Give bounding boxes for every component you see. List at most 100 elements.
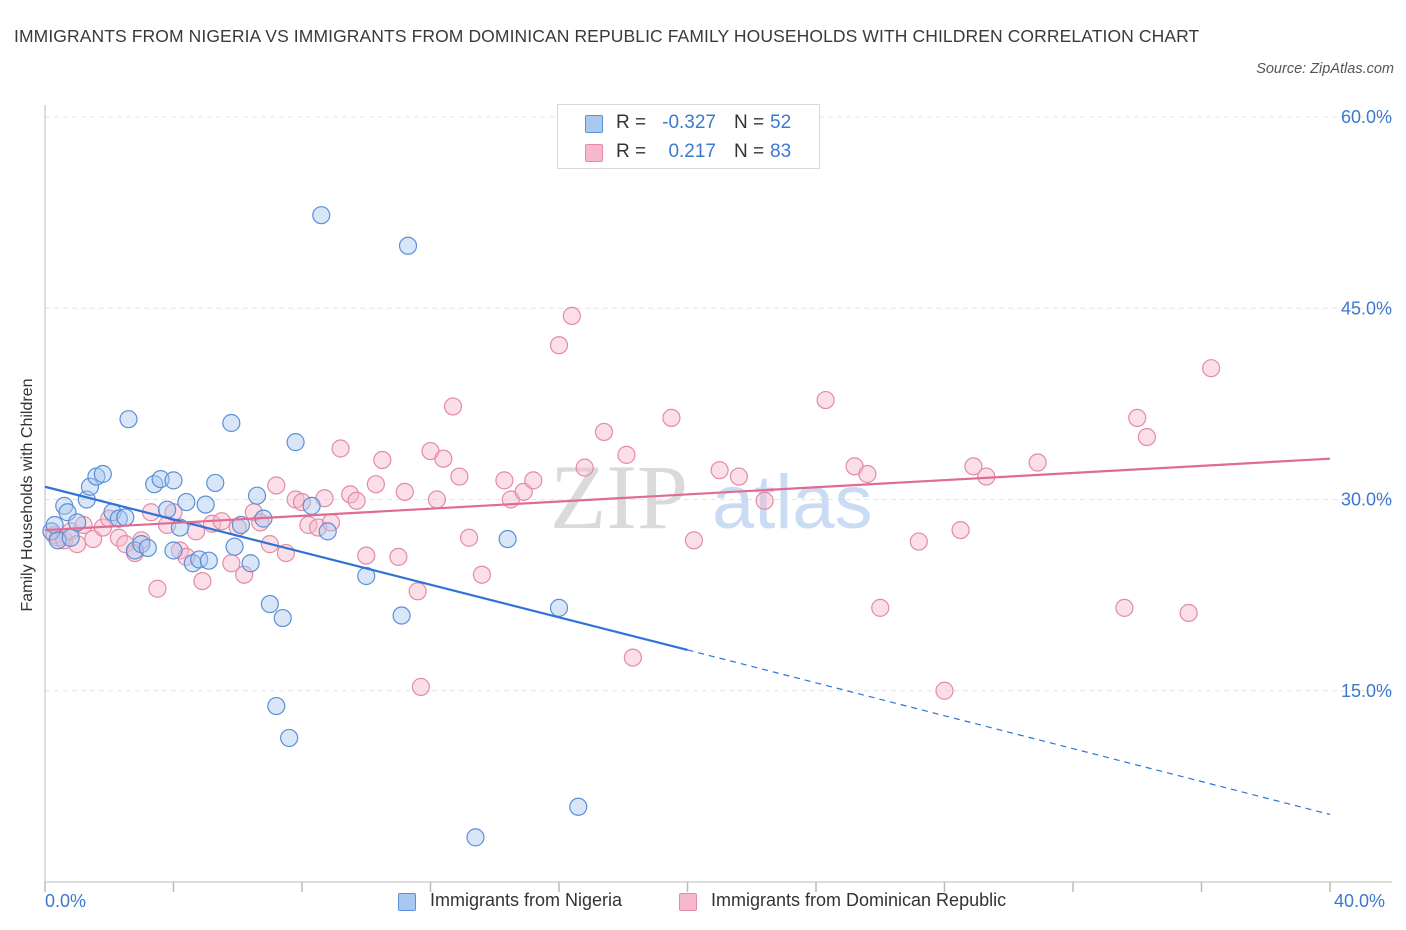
dominican-republic-point [427,490,447,509]
nigeria-point [398,236,418,255]
dominican-republic-point [235,565,254,584]
dominican-republic-point [909,532,928,551]
dominican-republic-point [935,681,954,700]
nigeria-trend-line-extrapolated [687,649,1331,816]
nigeria-point [225,537,244,556]
dominican-republic-point [373,450,392,470]
nigeria-point [151,470,170,489]
nigeria-point [260,594,279,614]
dominican-republic-point [1128,408,1147,427]
nigeria-point [116,508,135,527]
dominican-republic-point [623,648,642,667]
nigeria-point [498,529,517,549]
dominican-republic-point [411,677,430,697]
nigeria-point [109,509,128,528]
nigeria-point [93,464,112,484]
dominican-republic-point [495,471,514,490]
dominican-republic-point [434,449,453,468]
dominican-republic-point [148,579,167,598]
watermark-zip: ZIP [550,446,688,548]
dominican-republic-point [459,528,479,547]
dominican-republic-point [267,476,286,495]
dominican-republic-point [575,458,594,477]
dominican-republic-trend-line [44,457,1331,532]
y-tick-label: 45.0% [1341,298,1392,318]
nigeria-point [177,492,196,512]
y-tick-label: 30.0% [1341,490,1392,510]
nigeria-point [466,828,485,847]
dominican-republic-point [357,546,376,565]
dominican-republic-point [816,390,835,410]
dominican-republic-point [331,439,350,458]
nigeria-point [318,522,337,541]
y-tick-label: 15.0% [1341,681,1392,701]
nigeria-point [312,206,331,225]
nigeria-point [222,413,241,433]
bottom-legend-swatch-nigeria [398,893,416,911]
source-label: Source: ZipAtlas.com [1256,61,1394,77]
dominican-republic-point [389,547,408,566]
nigeria-point [80,477,100,496]
dominican-republic-point [964,457,983,476]
legend-r-label: R = [616,112,647,133]
dominican-republic-point [684,531,704,550]
nigeria-point [549,598,569,617]
nigeria-point [231,515,251,535]
legend-n-label: N = [734,141,765,162]
dominican-republic-point [193,571,212,591]
nigeria-point [302,496,321,515]
legend-r-value: -0.327 [662,112,716,133]
dominican-republic-point [1202,359,1221,378]
legend-row-nigeria: R = -0.327 N = 52 [558,110,819,138]
nigeria-point [164,471,183,490]
nigeria-point [241,554,260,573]
bottom-legend-label-dominican-republic: Immigrants from Dominican Republic [711,890,1007,910]
nigeria-point [206,473,225,493]
y-tick-label: 60.0% [1341,107,1392,127]
axes [44,105,1392,892]
nigeria-point [164,541,183,560]
dominican-republic-point [871,598,890,617]
dominican-republic-point [729,467,749,486]
dominican-republic-point [1115,598,1134,617]
x-axis-max-label: 40.0% [1334,891,1386,911]
dominican-republic-point [594,422,614,442]
legend-swatch-dominican-republic [585,144,603,162]
dominican-republic-point [408,582,427,601]
nigeria-trend-line [44,485,688,652]
dominican-republic-point [549,336,569,355]
dominican-republic-point [443,397,463,416]
legend-n-value: 83 [770,141,792,162]
chart-title: IMMIGRANTS FROM NIGERIA VS IMMIGRANTS FR… [14,26,1200,46]
legend-row-dominican-republic: R = 0.217 N = 83 [558,139,819,167]
dominican-republic-point [858,464,877,484]
dominican-republic-point [755,491,774,510]
nigeria-point [199,551,218,570]
nigeria-point [267,696,286,716]
legend-n-value: 52 [770,112,792,133]
nigeria-point [286,433,305,452]
nigeria-point [68,513,87,532]
dominican-republic-point [395,482,414,501]
dominican-republic-point [1028,453,1047,472]
bottom-legend-label-nigeria: Immigrants from Nigeria [430,890,623,910]
nigeria-point [569,797,588,816]
dominican-republic-point [472,565,491,584]
nigeria-point [280,728,299,748]
trend-lines [44,457,1331,816]
dominican-republic-point [617,445,636,464]
dominican-republic-point [347,491,366,510]
nigeria-point [138,538,157,558]
dominican-republic-point [524,471,543,490]
nigeria-point [392,606,411,625]
legend-n-label: N = [734,112,765,133]
dominican-republic-point [662,408,681,427]
series-nigeria-points [42,116,633,847]
nigeria-point [273,608,292,628]
dominican-republic-point [562,306,581,325]
dominican-republic-point [1137,427,1156,447]
series-dominican-republic-points [45,306,1221,700]
nigeria-point [61,528,80,547]
dominican-republic-point [366,475,385,494]
